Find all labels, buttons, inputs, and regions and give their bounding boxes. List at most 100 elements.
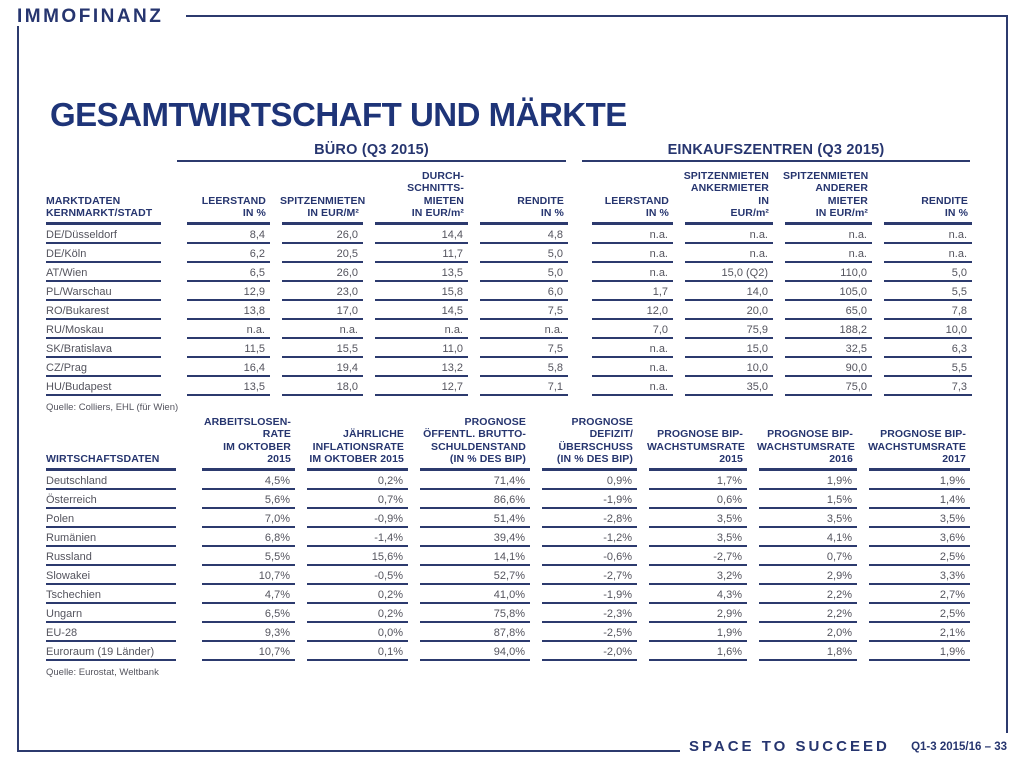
cell-value: n.a. (580, 339, 673, 358)
cell-value: 1,8% (747, 642, 857, 661)
column-header: PROGNOSE ÖFFENTL. BRUTTO- SCHULDENSTAND … (408, 412, 530, 471)
cell-value: 3,3% (857, 566, 970, 585)
cell-value: 7,0% (190, 509, 295, 528)
cell-value: 0,6% (637, 490, 747, 509)
cell-value: 7,8 (872, 301, 973, 320)
cell-value: n.a. (673, 225, 773, 244)
row-label: AT/Wien (46, 263, 175, 282)
cell-value: 0,2% (295, 604, 408, 623)
cell-value: 6,5% (190, 604, 295, 623)
cell-value: 1,6% (637, 642, 747, 661)
cell-value: 10,7% (190, 642, 295, 661)
table-row: CZ/Prag 16,4 19,4 13,2 5,8 n.a. 10,0 90,0 5,5 (46, 358, 973, 377)
column-gap (568, 358, 580, 377)
column-gap (568, 339, 580, 358)
column-header: PROGNOSE BIP- WACHSTUMSRATE 2015 (637, 412, 747, 471)
cell-value: -2,7% (637, 547, 747, 566)
cell-value: 41,0% (408, 585, 530, 604)
cell-value: 75,9 (673, 320, 773, 339)
table-row: HU/Budapest 13,5 18,0 12,7 7,1 n.a. 35,0 75,0 7,… (46, 377, 973, 396)
cell-value: 5,0 (872, 263, 973, 282)
cell-value: 15,0 (673, 339, 773, 358)
cell-value: 0,9% (530, 471, 637, 490)
cell-value: 7,5 (468, 301, 568, 320)
cell-value: 23,0 (270, 282, 363, 301)
table-row: RU/Moskau n.a. n.a. n.a. n.a. 7,0 75,9 188,2 10,… (46, 320, 973, 339)
cell-value: 5,0 (468, 263, 568, 282)
frame-line-right (1006, 15, 1008, 733)
row-label: Russland (46, 547, 190, 566)
cell-value: 26,0 (270, 225, 363, 244)
cell-value: 65,0 (773, 301, 872, 320)
cell-value: -0,5% (295, 566, 408, 585)
cell-value: 8,4 (175, 225, 270, 244)
table-row: DE/Düsseldorf 8,4 26,0 14,4 4,8 n.a. n.a. n.a. n… (46, 225, 973, 244)
row-label: Euroraum (19 Länder) (46, 642, 190, 661)
cell-value: 2,2% (747, 585, 857, 604)
cell-value: -1,9% (530, 585, 637, 604)
cell-value: -2,8% (530, 509, 637, 528)
cell-value: 6,3 (872, 339, 973, 358)
cell-value: n.a. (872, 225, 973, 244)
cell-value: 7,1 (468, 377, 568, 396)
cell-value: 10,7% (190, 566, 295, 585)
cell-value: 10,0 (673, 358, 773, 377)
cell-value: 12,9 (175, 282, 270, 301)
table-row: SK/Bratislava 11,5 15,5 11,0 7,5 n.a. 15,0 32,5… (46, 339, 973, 358)
cell-value: n.a. (270, 320, 363, 339)
cell-value: 3,5% (637, 509, 747, 528)
cell-value: 2,1% (857, 623, 970, 642)
cell-value: 1,9% (637, 623, 747, 642)
cell-value: 7,3 (872, 377, 973, 396)
cell-value: 5,5% (190, 547, 295, 566)
cell-value: n.a. (580, 225, 673, 244)
cell-value: n.a. (580, 263, 673, 282)
immofinanz-logo: IMMOFINANZ (17, 6, 164, 27)
cell-value: 71,4% (408, 471, 530, 490)
footer-tagline: SPACE TO SUCCEED (689, 738, 890, 755)
cell-value: 1,5% (747, 490, 857, 509)
cell-value: n.a. (872, 244, 973, 263)
cell-value: 5,5 (872, 282, 973, 301)
column-gap (568, 225, 580, 244)
cell-value: 1,7% (637, 471, 747, 490)
cell-value: 0,7% (295, 490, 408, 509)
cell-value: 4,5% (190, 471, 295, 490)
cell-value: 0,1% (295, 642, 408, 661)
cell-value: 2,0% (747, 623, 857, 642)
cell-value: 87,8% (408, 623, 530, 642)
cell-value: 3,5% (747, 509, 857, 528)
economy-table: WIRTSCHAFTSDATEN ARBEITSLOSEN- RATE IM OK… (46, 412, 970, 661)
cell-value: n.a. (580, 358, 673, 377)
cell-value: 4,8 (468, 225, 568, 244)
row-label: Deutschland (46, 471, 190, 490)
cell-value: 188,2 (773, 320, 872, 339)
cell-value: 7,0 (580, 320, 673, 339)
cell-value: 13,5 (175, 377, 270, 396)
row-label: CZ/Prag (46, 358, 175, 377)
market-table-head: BÜRO (Q3 2015) EINKAUFSZENTREN (Q3 2015) M… (46, 133, 973, 225)
cell-value: n.a. (580, 244, 673, 263)
cell-value: 39,4% (408, 528, 530, 547)
row-label: Tschechien (46, 585, 190, 604)
cell-value: 5,0 (468, 244, 568, 263)
cell-value: 9,3% (190, 623, 295, 642)
cell-value: 16,4 (175, 358, 270, 377)
table-row: PL/Warschau 12,9 23,0 15,8 6,0 1,7 14,0 105,0 5,… (46, 282, 973, 301)
cell-value: 3,2% (637, 566, 747, 585)
column-header: LEERSTAND IN % (175, 162, 270, 225)
cell-value: 11,5 (175, 339, 270, 358)
cell-value: 0,2% (295, 585, 408, 604)
cell-value: 5,5 (872, 358, 973, 377)
cell-value: 2,9% (637, 604, 747, 623)
cell-value: 6,5 (175, 263, 270, 282)
cell-value: 15,0 (Q2) (673, 263, 773, 282)
cell-value: 94,0% (408, 642, 530, 661)
cell-value: 75,8% (408, 604, 530, 623)
cell-value: 6,8% (190, 528, 295, 547)
cell-value: 17,0 (270, 301, 363, 320)
column-header: ARBEITSLOSEN- RATE IM OKTOBER 2015 (190, 412, 295, 471)
economy-table-section: WIRTSCHAFTSDATEN ARBEITSLOSEN- RATE IM OK… (46, 412, 970, 678)
frame-line-top (186, 15, 1007, 17)
column-header: RENDITE IN % (468, 162, 568, 225)
